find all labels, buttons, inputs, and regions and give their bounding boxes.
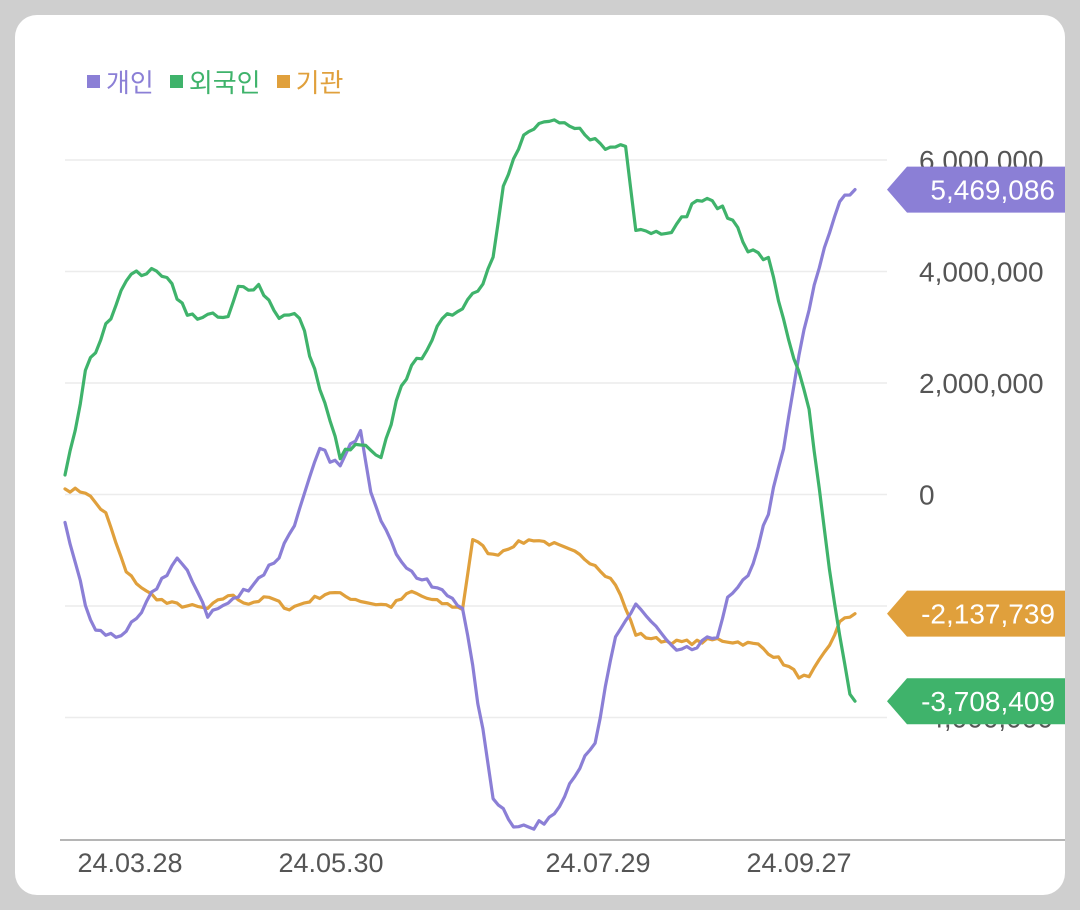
legend-item-institution[interactable]: 기관 [276,63,344,100]
legend-item-foreigner[interactable]: 외국인 [169,63,261,100]
y-tick-label: 0 [919,480,935,511]
legend-label-individual: 개인 [106,69,154,99]
series-line [63,486,857,680]
chart-legend: 개인 외국인 기관 [87,63,343,100]
series-line [63,188,857,831]
y-tick-label: 2,000,000 [919,368,1044,399]
x-tick-label: 24.07.29 [545,848,650,878]
value-tag-label: -2,137,739 [921,599,1055,630]
line-chart: 6,000,0004,000,0002,000,0000-2,000,000-4… [60,118,1065,878]
y-tick-label: 4,000,000 [919,257,1044,288]
legend-swatch-institution [276,75,290,88]
legend-label-institution: 기관 [295,69,344,99]
x-tick-label: 24.05.30 [278,848,383,878]
value-tag-label: -3,708,409 [921,686,1055,717]
legend-swatch-individual [87,75,100,88]
x-tick-label: 24.09.27 [746,848,851,878]
legend-label-foreigner: 외국인 [188,69,261,99]
value-tag [887,678,1065,725]
series-line [63,118,857,703]
value-tag-label: 5,469,086 [930,175,1055,206]
legend-swatch-foreigner [169,75,183,88]
value-tag [887,590,1065,637]
x-tick-label: 24.03.28 [77,848,182,878]
chart-card: 개인 외국인 기관 6,000,0004,000,0002,000,0000-2… [15,15,1065,895]
legend-item-individual[interactable]: 개인 [87,63,154,100]
value-tag [887,166,1065,213]
